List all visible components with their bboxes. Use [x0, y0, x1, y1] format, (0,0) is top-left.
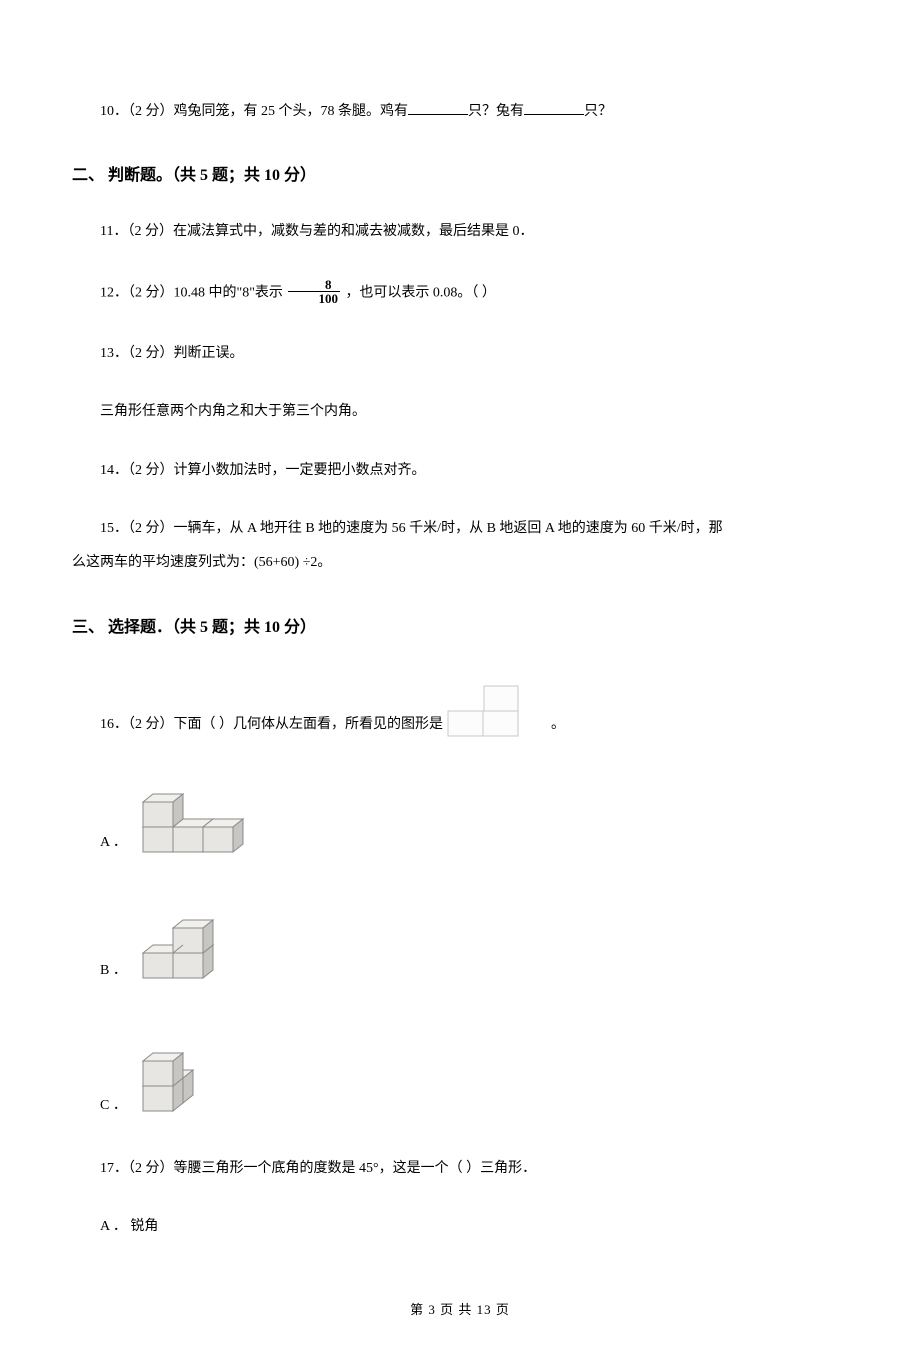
q16-after: 。 — [523, 714, 565, 736]
question-10: 10．（2 分）鸡兔同笼，有 25 个头，78 条腿。鸡有 只？兔有 只？ — [72, 100, 848, 123]
option-c-cubes-icon — [133, 1023, 233, 1118]
fraction-denominator: 100 — [288, 292, 340, 305]
page-footer: 第 3 页 共 13 页 — [72, 1299, 848, 1318]
q12-after: ，也可以表示 0.08。（ ） — [342, 286, 496, 301]
q12-before: 12．（2 分）10.48 中的"8"表示 — [100, 286, 286, 301]
q10-blank-1 — [408, 100, 468, 115]
question-13-body: 三角形任意两个内角之和大于第三个内角。 — [72, 401, 848, 423]
option-a: A ． — [72, 777, 848, 855]
q16-before: 16．（2 分）下面（ ）几何体从左面看，所看见的图形是 — [72, 714, 443, 736]
option-c: C ． — [72, 1023, 848, 1118]
section-3-heading: 三、 选择题．（共 5 题；共 10 分） — [72, 613, 848, 637]
question-16: 16．（2 分）下面（ ）几何体从左面看，所看见的图形是 。 — [72, 685, 848, 737]
page: 10．（2 分）鸡兔同笼，有 25 个头，78 条腿。鸡有 只？兔有 只？ 二、 判… — [0, 0, 920, 1358]
question-13: 13．（2 分）判断正误。 — [72, 343, 848, 365]
question-15-line2: 么这两车的平均速度列式为：(56+60) ÷2。 — [72, 552, 848, 574]
q10-suffix: 只？ — [584, 104, 612, 119]
option-a-cubes-icon — [133, 777, 263, 855]
question-17: 17．（2 分）等腰三角形一个底角的度数是 45°，这是一个（ ）三角形． — [72, 1158, 848, 1180]
fraction-8-100: 8100 — [288, 278, 340, 305]
q10-mid: 只？兔有 — [468, 104, 524, 119]
option-c-label: C ． — [72, 1095, 127, 1117]
question-12: 12．（2 分）10.48 中的"8"表示 8100 ，也可以表示 0.08。（… — [72, 280, 848, 307]
option-b: B ． — [72, 895, 848, 983]
section-2-heading: 二、 判断题。（共 5 题；共 10 分） — [72, 161, 848, 185]
option-b-label: B ． — [72, 960, 127, 982]
q10-blank-2 — [524, 100, 584, 115]
q10-prefix: 10．（2 分）鸡兔同笼，有 25 个头，78 条腿。鸡有 — [100, 104, 408, 119]
question-14: 14．（2 分）计算小数加法时，一定要把小数点对齐。 — [72, 460, 848, 482]
option-a-label: A ． — [72, 832, 127, 854]
question-11: 11．（2 分）在减法算式中，减数与差的和减去被减数，最后结果是 0． — [72, 221, 848, 243]
l-shape-grid-icon — [447, 685, 519, 737]
option-b-cubes-icon — [133, 895, 243, 983]
fraction-numerator: 8 — [288, 278, 340, 292]
question-17-option-a: A ． 锐角 — [72, 1216, 848, 1238]
question-15-line1: 15．（2 分）一辆车，从 A 地开往 B 地的速度为 56 千米/时，从 B … — [72, 518, 848, 540]
